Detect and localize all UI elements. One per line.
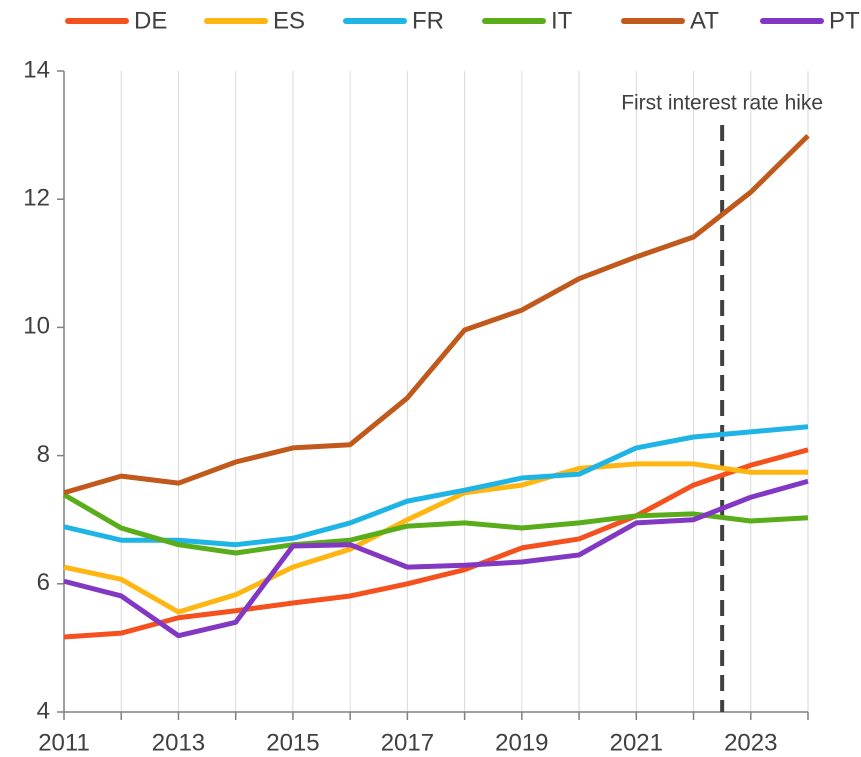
series-line: [63, 461, 808, 615]
series-line: [62, 492, 809, 556]
x-tick-label: 2017: [381, 729, 434, 756]
series-line: [63, 424, 809, 548]
x-tick-label: 2013: [152, 729, 205, 756]
legend-label: ES: [273, 7, 305, 34]
y-tick-label: 8: [37, 441, 50, 468]
y-tick-label: 10: [23, 313, 50, 340]
y-tick-label: 14: [23, 56, 50, 83]
legend-label: FR: [412, 7, 444, 34]
x-tick-label: 2011: [38, 729, 90, 756]
legend-label: AT: [690, 7, 719, 34]
series-line: [63, 133, 810, 496]
x-tick-label: 2019: [495, 729, 548, 756]
series-line: [63, 447, 809, 640]
x-tick-label: 2015: [266, 729, 319, 756]
legend-label: IT: [551, 7, 573, 34]
series-line: [63, 478, 809, 639]
annotation-text: First interest rate hike: [621, 92, 823, 115]
y-tick-label: 4: [37, 697, 50, 724]
x-tick-label: 2023: [724, 729, 777, 756]
legend-label: DE: [134, 7, 167, 34]
legend-label: PT: [829, 7, 860, 34]
x-tick-label: 2021: [610, 729, 663, 756]
y-tick-label: 6: [37, 569, 50, 596]
y-tick-label: 12: [23, 185, 50, 212]
